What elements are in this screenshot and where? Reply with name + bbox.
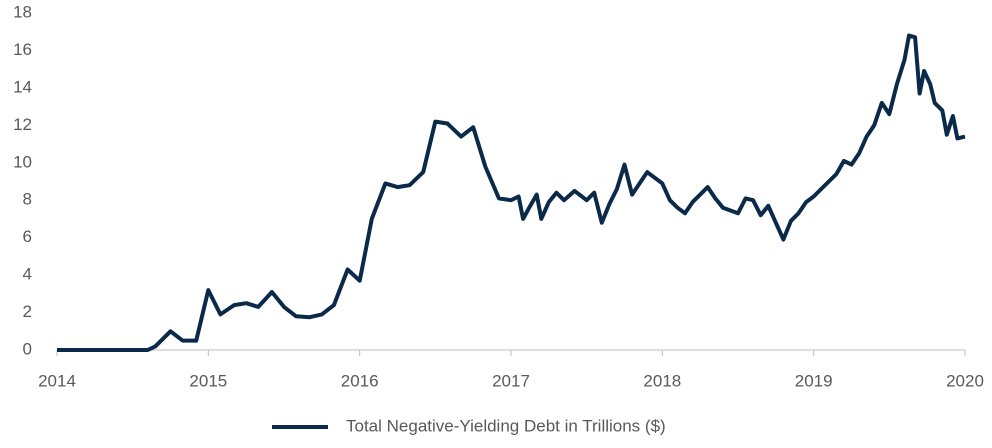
y-tick-label: 10 (13, 152, 32, 171)
y-tick-label: 14 (13, 77, 32, 96)
legend-label: Total Negative-Yielding Debt in Trillion… (346, 416, 666, 435)
x-tick-label: 2015 (189, 371, 227, 390)
y-tick-label: 4 (23, 265, 32, 284)
y-tick-label: 6 (23, 227, 32, 246)
series-line (57, 33, 966, 352)
x-tick-label: 2018 (643, 371, 681, 390)
x-tick-label: 2020 (946, 371, 984, 390)
y-tick-label: 0 (23, 339, 32, 358)
y-tick-label: 2 (23, 302, 32, 321)
x-tick-label: 2019 (795, 371, 833, 390)
y-tick-label: 8 (23, 190, 32, 209)
x-tick-label: 2016 (341, 371, 379, 390)
x-tick-label: 2014 (38, 371, 76, 390)
y-tick-label: 16 (13, 40, 32, 59)
x-tick-label: 2017 (492, 371, 530, 390)
y-tick-label: 18 (13, 2, 32, 21)
y-tick-label: 12 (13, 115, 32, 134)
